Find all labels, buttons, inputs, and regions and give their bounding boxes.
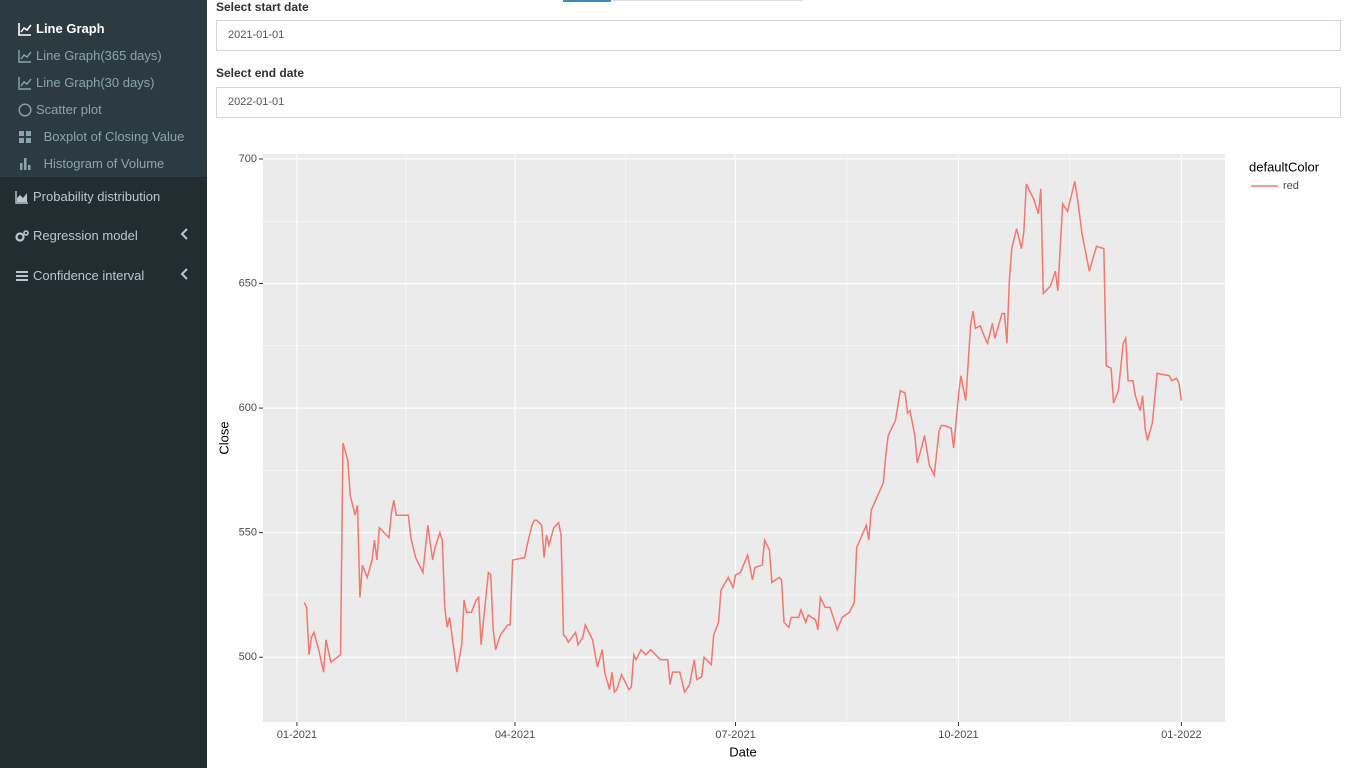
- menu-label: Confidence interval: [33, 268, 145, 283]
- date-input[interactable]: 2022-01-01: [216, 87, 1341, 118]
- input-label: Select end date: [216, 66, 305, 80]
- menu-item[interactable]: Confidence interval: [15, 268, 144, 283]
- x-tick-label: 01-2022: [1161, 729, 1201, 741]
- chevron: [180, 268, 188, 280]
- input-label: Select start date: [216, 0, 309, 14]
- x-tick-label: 04-2021: [495, 729, 535, 741]
- menu-item[interactable]: Scatter plot: [18, 102, 102, 117]
- x-axis-label: Date: [729, 744, 756, 759]
- line: [303, 181, 1183, 694]
- menu-label: Boxplot of Closing Value: [43, 129, 185, 144]
- sidebar: Line Graph Line Graph(365 days) Line Gra…: [0, 0, 207, 768]
- menu-label: Histogram of Volume: [43, 156, 165, 171]
- menu-item[interactable]: Histogram of Volume: [18, 156, 164, 171]
- menu-label: Line Graph(365 days): [36, 48, 162, 63]
- menu-item[interactable]: Line Graph: [18, 21, 105, 36]
- menu-label: Line Graph: [36, 21, 105, 36]
- y-tick-label: 550: [239, 527, 257, 539]
- tab-bar: [563, 0, 803, 2]
- chart: Date Close defaultColor 500 550 600 650 700 0…: [216, 153, 1320, 760]
- menu-label: Regression model: [33, 228, 138, 243]
- menu-label: Line Graph(30 days): [36, 75, 155, 90]
- menu-item[interactable]: Line Graph(30 days): [18, 75, 155, 90]
- y-tick-label: 500: [239, 651, 257, 663]
- menu-item[interactable]: Line Graph(365 days): [18, 48, 162, 63]
- x-tick-label: 10-2021: [938, 729, 978, 741]
- plot-panel: [263, 154, 1225, 722]
- legend-title: defaultColor: [1249, 159, 1320, 174]
- date-input[interactable]: 2021-01-01: [216, 20, 1341, 51]
- y-tick-label: 700: [239, 153, 257, 165]
- menu-item[interactable]: Boxplot of Closing Value: [18, 129, 184, 144]
- y-tick-label: 600: [239, 402, 257, 414]
- sub-menu: [0, 0, 207, 177]
- chevron: [180, 228, 188, 240]
- menu-label: Probability distribution: [33, 189, 161, 204]
- legend-label: red: [1283, 180, 1299, 192]
- x-tick-label: 01-2021: [277, 729, 317, 741]
- x-tick-label: 07-2021: [715, 729, 755, 741]
- menu-item[interactable]: Probability distribution: [15, 189, 160, 204]
- tab-active: [563, 0, 611, 2]
- menu-item[interactable]: Regression model: [15, 228, 138, 243]
- menu-label: Scatter plot: [36, 102, 102, 117]
- y-axis-label: Close: [216, 421, 231, 454]
- y-tick-label: 650: [239, 277, 257, 289]
